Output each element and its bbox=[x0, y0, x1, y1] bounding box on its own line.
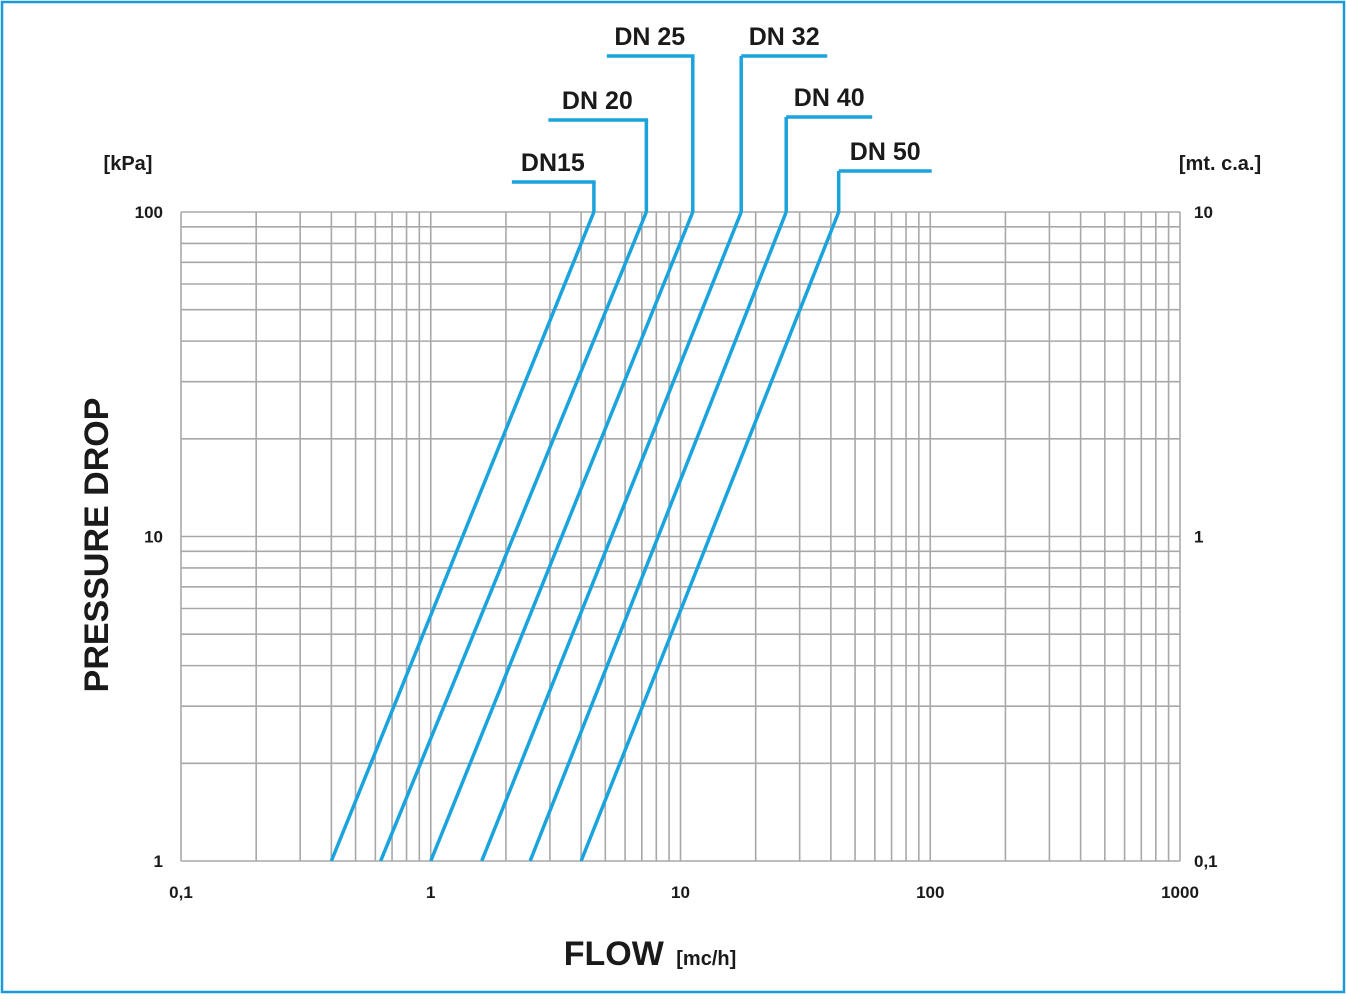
y-axis-label: PRESSURE DROP bbox=[78, 398, 116, 693]
y-tick-label-left: 1 bbox=[154, 852, 163, 871]
x-tick-label: 1000 bbox=[1161, 883, 1199, 902]
series-label-2: DN 25 bbox=[614, 23, 685, 51]
series-line-3 bbox=[480, 211, 743, 862]
series-lines bbox=[329, 211, 841, 862]
x-tick-label: 0,1 bbox=[169, 883, 193, 902]
y-tick-label-left: 100 bbox=[135, 203, 163, 222]
series-line-2 bbox=[429, 211, 695, 862]
series-leaders: DN15 DN 20 DN 25 DN 32 DN 40 DN 50 bbox=[511, 23, 932, 212]
y-tick-label-right: 1 bbox=[1194, 528, 1203, 547]
series-label-4: DN 40 bbox=[794, 84, 865, 112]
series-line-0 bbox=[329, 211, 596, 862]
tick-labels: 0,1 1 10 100 1000 1 10 100 0,1 1 10 bbox=[135, 203, 1218, 902]
x-tick-label: 10 bbox=[671, 883, 690, 902]
x-tick-label: 1 bbox=[426, 883, 435, 902]
y-tick-label-left: 10 bbox=[144, 528, 163, 547]
series-line-1 bbox=[379, 211, 648, 862]
y-tick-label-right: 10 bbox=[1194, 203, 1213, 222]
grid-lines bbox=[180, 211, 1181, 862]
x-axis-title: FLOW [mc/h] bbox=[564, 935, 737, 973]
x-axis-unit: [mc/h] bbox=[676, 948, 736, 970]
series-label-1: DN 20 bbox=[562, 87, 633, 115]
y-unit-left: [kPa] bbox=[104, 153, 153, 175]
series-line-4 bbox=[528, 211, 788, 862]
series-label-5: DN 50 bbox=[850, 138, 921, 166]
x-axis-label: FLOW bbox=[564, 935, 665, 973]
y-tick-label-right: 0,1 bbox=[1194, 852, 1218, 871]
series-line-5 bbox=[579, 211, 841, 862]
series-label-3: DN 32 bbox=[749, 23, 820, 51]
series-label-0: DN15 bbox=[521, 149, 585, 177]
x-tick-label: 100 bbox=[916, 883, 944, 902]
y-unit-right: [mt. c.a.] bbox=[1179, 153, 1261, 175]
